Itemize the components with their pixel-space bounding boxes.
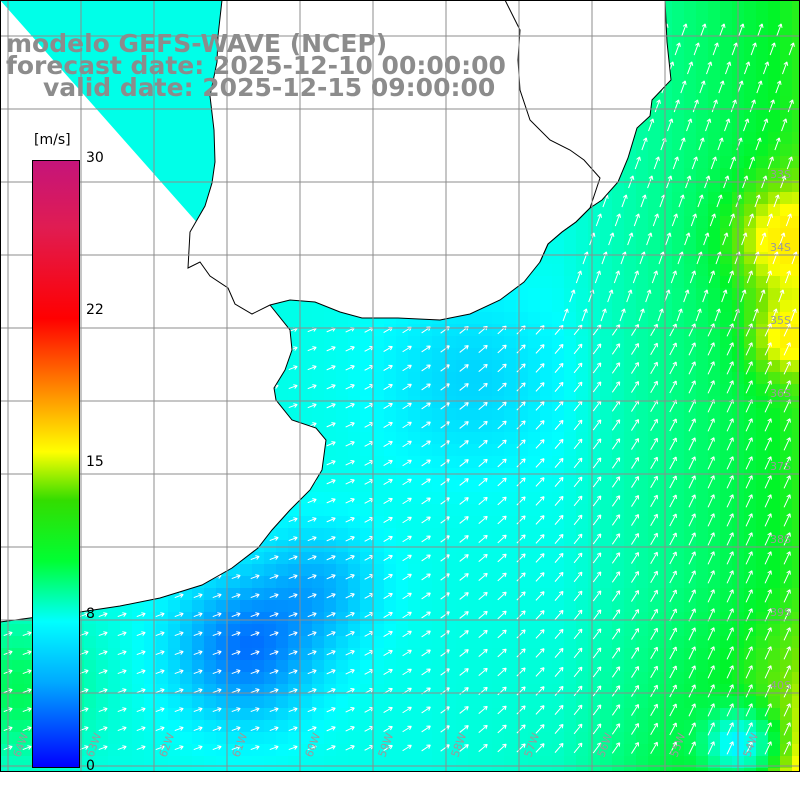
- valid-date-title: valid date: 2025-12-15 09:00:00: [43, 73, 496, 102]
- lat-label: 40S: [770, 679, 791, 692]
- lat-label: 37S: [770, 460, 791, 473]
- colorbar-tick-8: 8: [86, 606, 95, 622]
- colorbar-tick-0: 0: [86, 758, 95, 774]
- lat-label: 35S: [770, 314, 791, 327]
- model-title: modelo GEFS-WAVE (NCEP): [6, 29, 388, 58]
- border-line: [504, 0, 601, 263]
- wind-vector-arrows: [3, 23, 798, 755]
- lat-label: 36S: [770, 387, 791, 400]
- lat-label: 34S: [770, 241, 791, 254]
- colorbar: [32, 160, 80, 768]
- lat-label: 38S: [770, 533, 791, 546]
- forecast-date-title: forecast date: 2025-12-10 00:00:00: [6, 51, 506, 80]
- coastline: [0, 0, 672, 623]
- lat-label: 39S: [770, 606, 791, 619]
- colorbar-tick-15: 15: [86, 454, 104, 470]
- colorbar-tick-22: 22: [86, 302, 104, 318]
- colorbar-unit: [m/s]: [34, 132, 71, 148]
- colorbar-tick-30: 30: [86, 150, 104, 166]
- lat-label: 33S: [770, 168, 791, 181]
- lat-lon-grid: [0, 0, 800, 772]
